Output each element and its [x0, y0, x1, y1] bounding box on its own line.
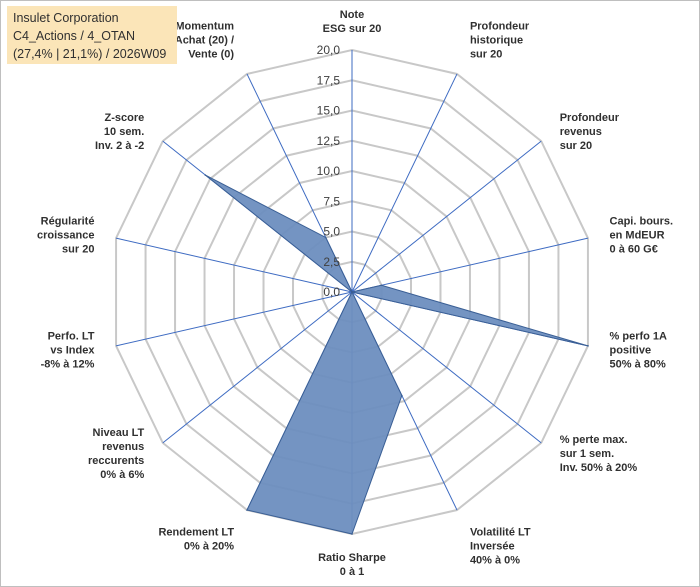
axis-label: Rendement LT 0% à 20%	[158, 526, 234, 552]
tick-label: 10,0	[317, 164, 341, 178]
axis-label: Ratio Sharpe 0 à 1	[318, 552, 386, 578]
axis-label: Régularité croissance sur 20	[37, 216, 94, 256]
axis-spoke	[115, 291, 353, 347]
axis-label: Momentum Achat (20) / Vente (0)	[175, 21, 235, 61]
tick-label: 17,5	[317, 73, 341, 87]
axis-label: Z-score 10 sem. Inv. 2 à -2	[95, 112, 144, 152]
axis-spoke	[162, 291, 353, 444]
company-name: Insulet Corporation	[13, 11, 119, 25]
data-point	[204, 174, 207, 176]
data-point	[401, 394, 403, 397]
axis-label: Niveau LT revenus reccurents 0% à 6%	[88, 427, 145, 481]
tick-label: 12,5	[317, 134, 341, 148]
data-point	[587, 345, 589, 347]
data-point	[246, 509, 248, 511]
tick-label: 7,5	[323, 194, 340, 208]
axis-category-labels: Note ESG sur 20 Profondeur historique sur 20…	[37, 9, 673, 578]
axis-spoke	[351, 140, 542, 293]
data-point	[324, 236, 327, 239]
radar-series	[204, 174, 589, 535]
tick-label: 15,0	[317, 104, 341, 118]
axis-label: Note ESG sur 20	[323, 9, 382, 35]
tick-label: 0,0	[323, 285, 340, 299]
axis-label: % perfo 1A positive 50% à 80%	[610, 330, 668, 370]
radial-tick-labels: 0,0 2,5 5,0 7,5 10,0 12,5 15,0 17,5 20,0	[317, 43, 341, 299]
axis-spoke	[115, 237, 353, 293]
tick-label: 20,0	[317, 43, 341, 57]
axis-label: Profondeur revenus sur 20	[560, 112, 620, 152]
axis-label: % perte max. sur 1 sem. Inv. 50% à 20%	[560, 434, 638, 474]
axis-spoke	[351, 237, 589, 293]
axis-spoke	[351, 291, 542, 444]
axis-label: Profondeur historique sur 20	[470, 21, 530, 61]
data-point	[351, 533, 353, 535]
tick-label: 2,5	[323, 255, 340, 269]
performance-stats: (27,4% | 21,1%) / 2026W09	[13, 47, 167, 61]
tick-label: 5,0	[323, 225, 340, 239]
axis-label: Capi. bours. en MdEUR 0 à 60 G€	[610, 216, 674, 256]
data-point	[351, 291, 353, 293]
data-point	[380, 284, 383, 287]
series-area	[205, 174, 589, 535]
axis-label: Perfo. LT vs Index -8% à 12%	[41, 330, 96, 370]
fund-category: C4_Actions / 4_OTAN	[13, 29, 136, 43]
chart-title-box: Insulet Corporation C4_Actions / 4_OTAN …	[7, 6, 177, 64]
axis-label: Volatilité LT Inversée 40% à 0%	[470, 526, 531, 566]
axis-spoke	[351, 73, 458, 293]
